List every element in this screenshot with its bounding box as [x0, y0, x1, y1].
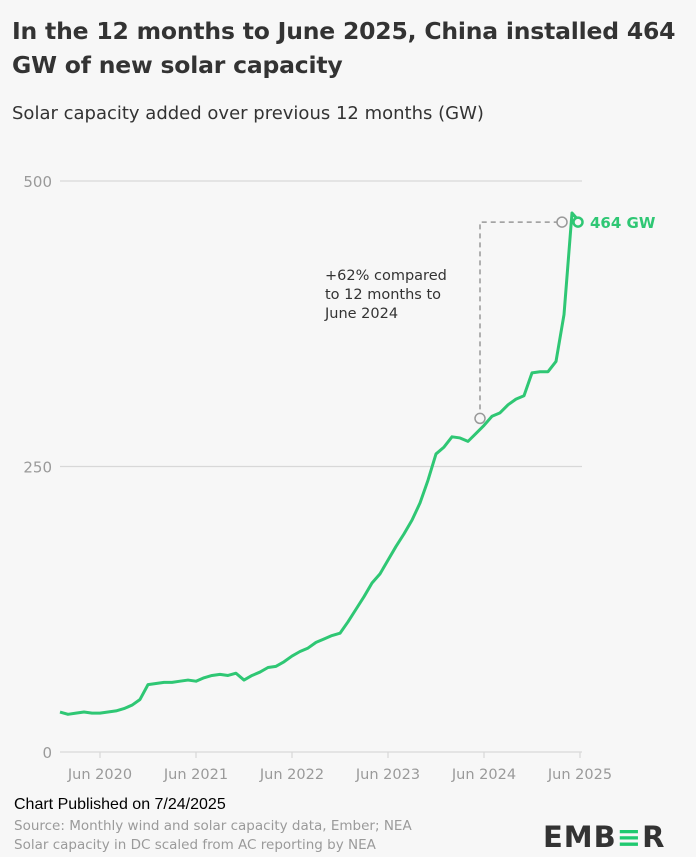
source-line-1: Source: Monthly wind and solar capacity … [14, 818, 412, 834]
published-date: Chart Published on 7/24/2025 [14, 796, 226, 813]
end-value-label: 464 GW [590, 214, 656, 232]
line-chart: 0 250 500 Jun 2020 Jun 2021 Jun 2022 Jun 2023 J… [23, 173, 656, 783]
comparison-annotation-line: June 2024 [324, 306, 398, 322]
comparison-annotation-line: to 12 months to [325, 287, 441, 303]
series-line [59, 211, 582, 716]
comparison-start-marker [474, 412, 486, 425]
comparison-end-marker [556, 216, 568, 228]
x-tick-label: Jun 2024 [451, 767, 516, 783]
x-tick-label: Jun 2020 [67, 767, 132, 783]
x-tick-label: Jun 2022 [259, 767, 324, 783]
source-note: Source: Monthly wind and solar capacity … [14, 817, 412, 855]
y-tick-label: 500 [23, 173, 52, 191]
x-tick-label: Jun 2025 [547, 767, 612, 783]
x-tick-label: Jun 2021 [163, 767, 228, 783]
end-marker [572, 216, 584, 228]
comparison-dashed-line [479, 221, 564, 419]
x-tick-label: Jun 2023 [355, 767, 420, 783]
chart-title: In the 12 months to June 2025, China ins… [12, 17, 676, 79]
ember-logo: EMB≡R [543, 820, 666, 854]
source-line-2: Solar capacity in DC scaled from AC repo… [14, 837, 376, 853]
y-tick-label: 250 [23, 459, 52, 477]
comparison-annotation-line: +62% compared [325, 268, 447, 284]
chart-subtitle: Solar capacity added over previous 12 mo… [12, 103, 484, 124]
y-tick-label: 0 [42, 744, 52, 762]
